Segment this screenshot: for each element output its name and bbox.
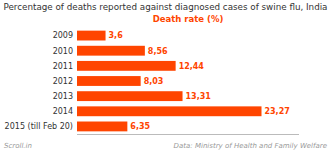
data-label: 23,27: [264, 107, 289, 116]
title: Percentage of deaths reported against di…: [3, 2, 327, 12]
y-tick-label: 2013: [53, 92, 73, 101]
data-label: 8,03: [144, 77, 164, 86]
bar: [77, 76, 141, 86]
y-tick-label: 2015 (till Feb 20): [5, 122, 73, 131]
y-tick-label: 2012: [53, 77, 73, 86]
bar: [77, 91, 183, 101]
y-tick-label: 2011: [53, 62, 73, 71]
x-axis-line: [77, 134, 299, 135]
bar: [77, 122, 127, 132]
bars: [77, 31, 261, 132]
data-label: 6,35: [130, 122, 150, 131]
bar: [77, 46, 145, 56]
bar: [77, 61, 176, 71]
chart-svg: Percentage of deaths reported against di…: [0, 0, 331, 152]
y-tick-label: 2010: [53, 47, 73, 56]
bar: [77, 31, 106, 41]
y-tick-label: 2014: [53, 107, 73, 116]
footer-right: Data: Ministry of Health and Family Welf…: [174, 142, 327, 150]
data-label: 3,6: [109, 31, 124, 40]
data-label: 13,31: [186, 92, 212, 101]
y-tick-label: 2009: [53, 31, 73, 40]
bar: [77, 106, 261, 116]
footer-left: Scroll.in: [4, 142, 32, 150]
x-axis-label: Death rate (%): [153, 14, 224, 24]
chart-container: Percentage of deaths reported against di…: [0, 0, 331, 152]
data-label: 8,56: [148, 47, 168, 56]
data-label: 12,44: [179, 62, 205, 71]
